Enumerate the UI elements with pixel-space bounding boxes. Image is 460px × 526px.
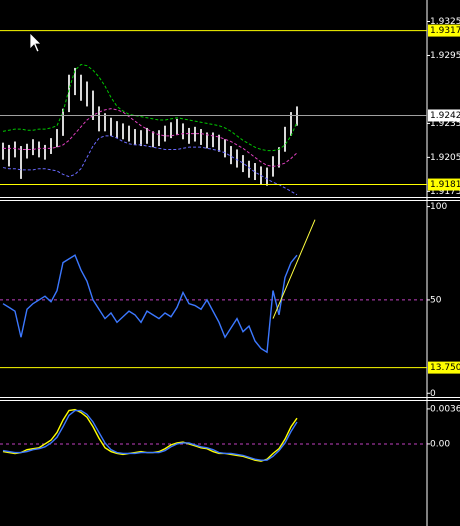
pane (2, 63, 298, 196)
price-label-box (428, 178, 460, 191)
pane (0, 408, 427, 462)
y-tick-label: 0.00367 (430, 404, 460, 414)
y-tick-label: 1.9295 (430, 51, 460, 61)
y-tick-label: 1.9175 (430, 187, 460, 197)
pane (0, 219, 427, 354)
y-tick-label: 0 (430, 389, 436, 399)
indicator-line (3, 108, 298, 167)
price-label-box (428, 24, 460, 37)
y-tick-label: 1.9325 (430, 17, 460, 27)
indicator-line (2, 135, 298, 196)
trend-line (272, 219, 316, 319)
indicator-line (2, 254, 298, 354)
y-tick-label: 0.00 (430, 439, 450, 449)
y-tick-label: 50 (430, 295, 442, 305)
y-tick-label: 1.9235 (430, 119, 460, 129)
y-tick-label: 1.9205 (430, 153, 460, 163)
y-tick-label: 100 (430, 202, 447, 212)
indicator-line (2, 409, 298, 461)
price-label-box (428, 361, 460, 374)
price-label: 13.750 (430, 363, 460, 373)
price-label-box (428, 109, 460, 122)
mouse-cursor (29, 32, 42, 53)
price-label: 1.9317 (430, 26, 460, 36)
price-label: 1.9181 (430, 180, 460, 190)
price-label: 1.9242 (430, 111, 460, 121)
